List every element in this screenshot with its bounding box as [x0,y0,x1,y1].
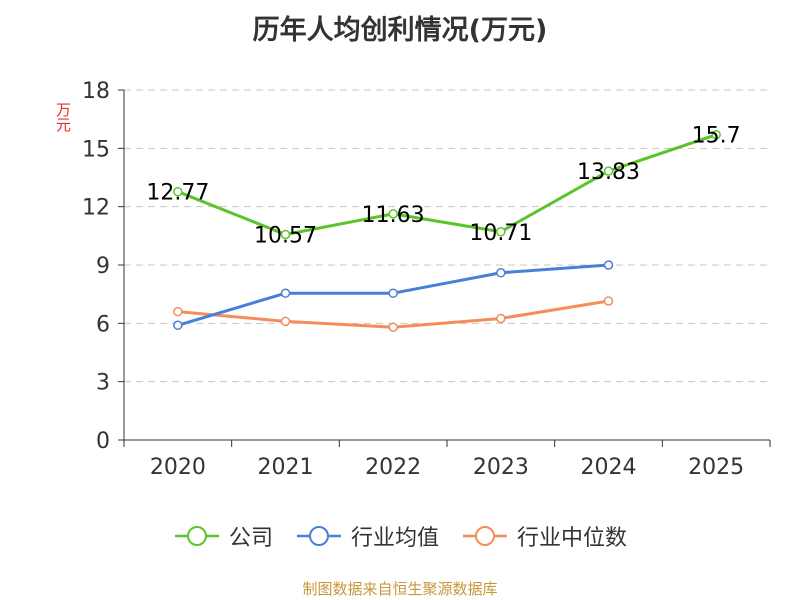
data-label: 15.7 [692,124,741,149]
legend-item-1[interactable]: 行业均值 [295,520,439,552]
data-label: 13.83 [577,160,640,185]
data-label: 12.77 [146,181,209,206]
data-point [603,260,614,270]
data-point [603,166,614,176]
data-point [496,313,506,324]
x-tick-label: 2025 [688,455,744,480]
series-line-0 [177,133,717,236]
y-tick-label: 3 [96,371,110,396]
data-label: 10.71 [469,221,532,246]
y-tick-label: 6 [96,312,110,337]
data-point [388,288,398,298]
data-point [173,306,183,317]
data-point [496,227,506,237]
data-point [603,296,614,306]
y-tick-label: 12 [82,196,110,221]
y-tick-label: 15 [82,137,110,162]
data-point [496,268,506,278]
data-point [711,129,721,140]
data-point [173,320,183,331]
x-tick-label: 2024 [581,455,637,480]
y-tick-label: 9 [96,254,110,279]
chart-title: 历年人均创利情况(万元) [252,15,548,46]
data-point [280,288,291,298]
legend-marker-icon [296,526,341,546]
y-tick-label: 18 [82,79,110,104]
legend-item-0[interactable]: 公司 [173,520,273,552]
data-point [388,209,398,219]
data-point [280,229,291,240]
data-source-note: 制图数据来自恒生聚源数据库 [302,580,498,598]
y-tick-label: 0 [96,429,110,454]
x-tick-label: 2023 [473,455,529,480]
x-tick-label: 2021 [258,455,314,480]
x-tick-label: 2022 [365,455,421,480]
data-label: 10.57 [254,223,317,248]
data-label: 11.63 [362,203,425,228]
data-point [280,316,291,327]
y-axis-unit-label: 万元 [54,102,72,132]
x-tick-label: 2020 [150,455,206,480]
legend-item-2[interactable]: 行业中位数 [461,520,627,552]
data-point [388,322,398,332]
legend-label: 行业均值 [350,526,439,551]
chart-legend: 公司 行业均值 行业中位数 [0,518,800,554]
legend-label: 行业中位数 [517,526,628,551]
legend-label: 公司 [228,526,273,551]
data-point [173,186,183,197]
legend-marker-icon [463,526,507,546]
legend-marker-icon [174,526,219,546]
